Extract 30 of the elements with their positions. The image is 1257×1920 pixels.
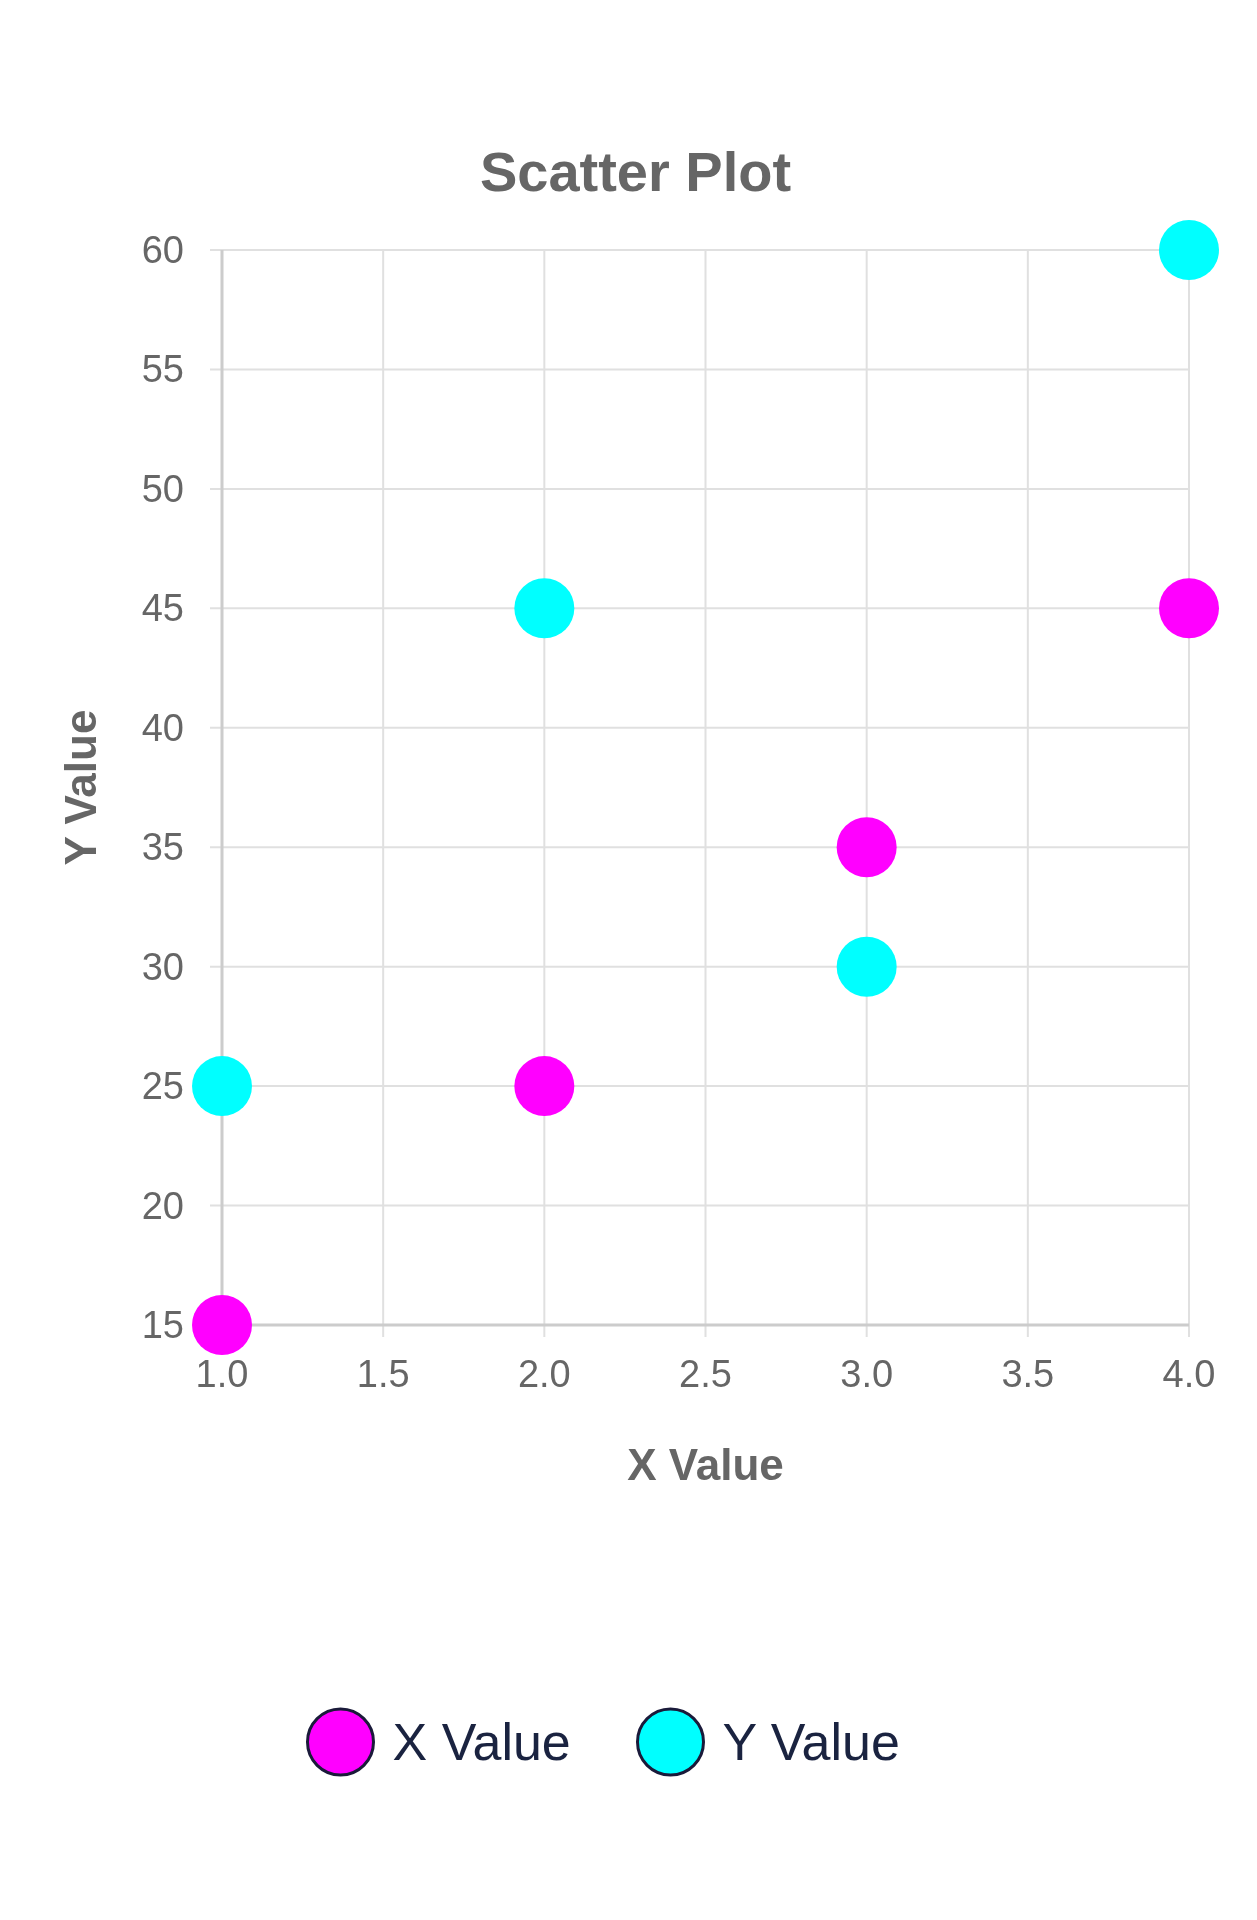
point: [192, 1295, 252, 1355]
point: [192, 1056, 252, 1117]
y-tick-label: 25: [141, 1065, 184, 1108]
y-tick-label: 50: [141, 467, 184, 510]
legend-label: Y Value: [722, 1713, 900, 1771]
y-tick-label: 45: [141, 587, 184, 630]
point: [514, 1056, 575, 1117]
x-axis-title: X Value: [627, 1440, 784, 1489]
point: [836, 817, 897, 878]
y-tick-label: 40: [141, 706, 184, 749]
x-tick-label: 2.5: [679, 1353, 732, 1395]
x-tick-label: 3.5: [1001, 1353, 1055, 1395]
point: [836, 936, 897, 997]
y-tick-label: 15: [141, 1304, 184, 1346]
y-tick-label: 30: [141, 945, 184, 988]
x-tick-label: 1.0: [195, 1353, 249, 1395]
chart-title: Scatter Plot: [479, 140, 792, 203]
point: [1159, 220, 1219, 280]
x-tick-label: 4.0: [1162, 1353, 1216, 1395]
x-tick-label: 2.0: [517, 1353, 571, 1395]
y-tick-label: 60: [141, 229, 184, 271]
point: [1159, 578, 1219, 639]
point: [514, 578, 575, 639]
legend-label: X Value: [392, 1713, 571, 1771]
x-tick-label: 3.0: [840, 1353, 894, 1395]
y-tick-label: 55: [141, 348, 184, 391]
y-axis-title: Y Value: [56, 709, 105, 866]
x-tick-label: 1.5: [356, 1353, 410, 1395]
y-tick-label: 35: [141, 826, 184, 869]
y-tick-label: 20: [141, 1184, 184, 1227]
